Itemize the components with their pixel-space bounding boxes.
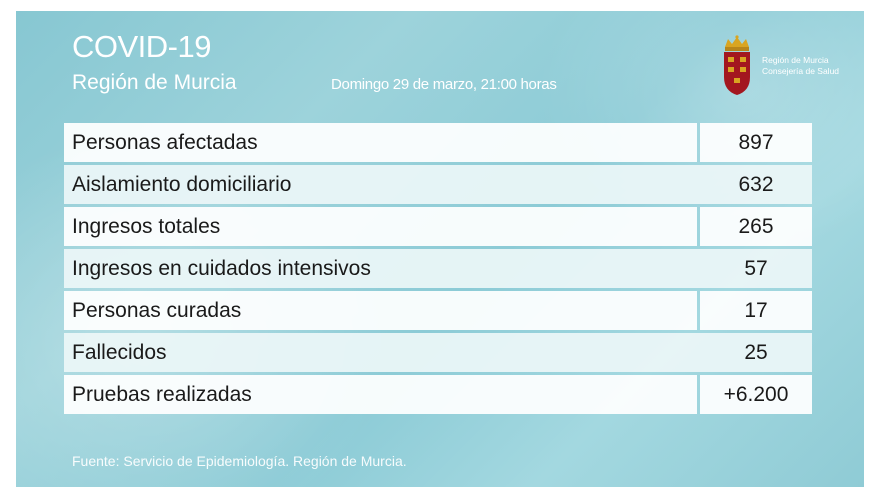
- row-label: Ingresos en cuidados intensivos: [64, 249, 700, 288]
- row-label: Aislamiento domiciliario: [64, 165, 700, 204]
- coat-of-arms-icon: [724, 35, 750, 95]
- table-row: Ingresos en cuidados intensivos 57: [64, 249, 812, 288]
- row-value: 17: [700, 291, 812, 330]
- table-row: Aislamiento domiciliario 632: [64, 165, 812, 204]
- row-label: Ingresos totales: [64, 207, 700, 246]
- region-logo: Región de Murcia Consejería de Salud: [720, 33, 860, 103]
- table-row: Fallecidos 25: [64, 333, 812, 372]
- row-label: Pruebas realizadas: [64, 375, 700, 414]
- table-row: Pruebas realizadas +6.200: [64, 375, 812, 414]
- row-value: 897: [700, 123, 812, 162]
- row-value: 57: [700, 249, 812, 288]
- stats-table: Personas afectadas 897 Aislamiento domic…: [64, 120, 812, 417]
- region-subtitle: Región de Murcia: [72, 71, 237, 94]
- row-value: 632: [700, 165, 812, 204]
- row-label: Fallecidos: [64, 333, 700, 372]
- row-label: Personas curadas: [64, 291, 700, 330]
- row-value: +6.200: [700, 375, 812, 414]
- row-value: 25: [700, 333, 812, 372]
- table-row: Ingresos totales 265: [64, 207, 812, 246]
- logo-region-name: Región de Murcia: [762, 55, 829, 65]
- row-value: 265: [700, 207, 812, 246]
- page-title: COVID-19: [72, 29, 211, 64]
- table-row: Personas afectadas 897: [64, 123, 812, 162]
- covid-infographic: COVID-19 Región de Murcia Domingo 29 de …: [16, 11, 864, 487]
- source-note: Fuente: Servicio de Epidemiología. Regió…: [72, 453, 407, 469]
- logo-department: Consejería de Salud: [762, 66, 840, 76]
- report-date: Domingo 29 de marzo, 21:00 horas: [331, 76, 557, 93]
- table-row: Personas curadas 17: [64, 291, 812, 330]
- row-label: Personas afectadas: [64, 123, 700, 162]
